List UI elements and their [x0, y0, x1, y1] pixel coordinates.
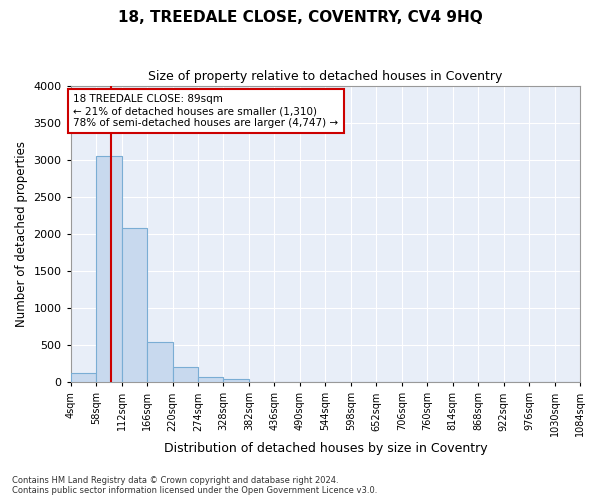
- Title: Size of property relative to detached houses in Coventry: Size of property relative to detached ho…: [148, 70, 503, 83]
- X-axis label: Distribution of detached houses by size in Coventry: Distribution of detached houses by size …: [164, 442, 487, 455]
- Bar: [147, 342, 173, 382]
- Bar: [71, 372, 96, 382]
- Bar: [198, 377, 223, 382]
- Bar: [122, 228, 147, 382]
- Bar: [173, 366, 198, 382]
- Y-axis label: Number of detached properties: Number of detached properties: [15, 141, 28, 327]
- Text: Contains HM Land Registry data © Crown copyright and database right 2024.
Contai: Contains HM Land Registry data © Crown c…: [12, 476, 377, 495]
- Text: 18, TREEDALE CLOSE, COVENTRY, CV4 9HQ: 18, TREEDALE CLOSE, COVENTRY, CV4 9HQ: [118, 10, 482, 25]
- Text: 18 TREEDALE CLOSE: 89sqm
← 21% of detached houses are smaller (1,310)
78% of sem: 18 TREEDALE CLOSE: 89sqm ← 21% of detach…: [73, 94, 338, 128]
- Bar: [96, 156, 122, 382]
- Bar: [223, 379, 249, 382]
